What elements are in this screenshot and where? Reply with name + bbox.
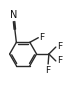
Text: F: F [57, 42, 62, 51]
Text: N: N [10, 10, 18, 20]
Text: F: F [46, 66, 51, 75]
Text: F: F [40, 33, 45, 42]
Text: F: F [57, 56, 62, 65]
